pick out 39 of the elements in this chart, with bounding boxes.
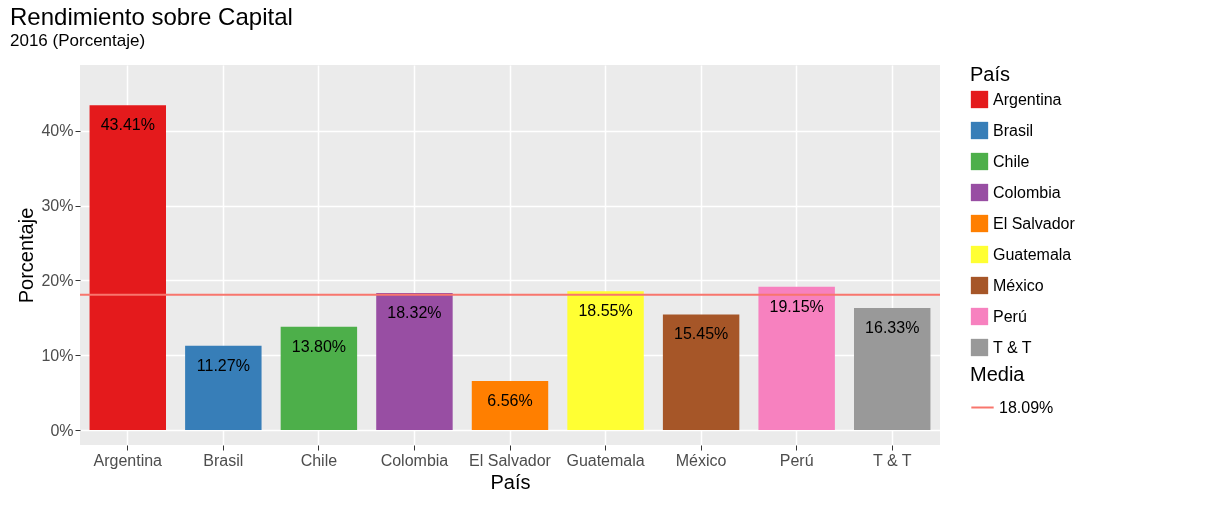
data-label: 43.41%	[100, 116, 155, 134]
legend-label: Perú	[993, 307, 1027, 325]
y-tick-label: 30%	[41, 197, 74, 215]
text: Media	[970, 363, 1026, 385]
x-tick-label: Perú	[779, 451, 814, 469]
x-tick-label: Guatemala	[566, 451, 645, 469]
data-label: 6.56%	[487, 391, 533, 409]
y-tick-label: 0%	[50, 421, 74, 439]
y-axis-title: Porcentaje	[15, 207, 38, 304]
data-label: 18.32%	[387, 304, 442, 321]
data-label: 16.33%	[865, 318, 920, 336]
legend-label: Chile	[993, 152, 1030, 170]
legend-label: El Salvador	[993, 214, 1076, 232]
y-tick-label: 20%	[41, 271, 74, 289]
x-tick-label: El Salvador	[469, 451, 552, 469]
data-label: 15.45%	[673, 325, 729, 343]
x-tick-label: Colombia	[380, 451, 449, 469]
legend-label: Argentina	[993, 90, 1062, 108]
legend-label: Guatemala	[993, 245, 1072, 263]
data-label: 18.55%	[578, 302, 633, 320]
legend-label: T & T	[993, 338, 1032, 356]
legend-label: 18.09%	[999, 398, 1054, 416]
y-tick-label: 40%	[41, 122, 74, 140]
data-label: 19.15%	[769, 297, 824, 315]
legend-title: País	[970, 63, 1011, 85]
x-tick-label: Brasil	[203, 451, 244, 469]
data-label: 13.80%	[291, 337, 347, 355]
chart-subtitle: 2016 (Porcentaje)	[10, 31, 146, 50]
x-axis-title: País	[490, 470, 531, 493]
legend-label: México	[993, 276, 1044, 294]
x-tick-label: T & T	[872, 451, 912, 469]
data-label: 11.27%	[196, 356, 250, 374]
x-tick-label: Chile	[300, 451, 338, 469]
y-tick-label: 10%	[41, 346, 74, 364]
legend-label: Colombia	[993, 183, 1061, 201]
x-tick-label: México	[675, 451, 727, 469]
x-tick-label: Argentina	[93, 451, 163, 469]
legend-label: Brasil	[993, 121, 1034, 139]
chart-title: Rendimiento sobre Capital	[10, 3, 293, 30]
